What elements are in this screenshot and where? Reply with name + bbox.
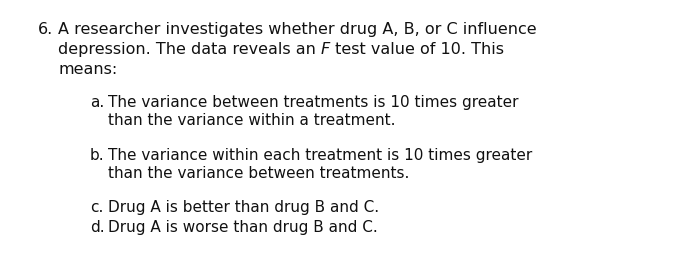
Text: depression. The data reveals an: depression. The data reveals an	[58, 42, 321, 57]
Text: The variance between treatments is 10 times greater: The variance between treatments is 10 ti…	[108, 95, 519, 110]
Text: The variance within each treatment is 10 times greater: The variance within each treatment is 10…	[108, 148, 532, 163]
Text: F: F	[321, 42, 330, 57]
Text: means:: means:	[58, 62, 118, 77]
Text: a.: a.	[90, 95, 104, 110]
Text: test value of 10. This: test value of 10. This	[330, 42, 504, 57]
Text: than the variance within a treatment.: than the variance within a treatment.	[108, 113, 395, 128]
Text: d.: d.	[90, 220, 104, 235]
Text: 6.: 6.	[38, 22, 53, 37]
Text: b.: b.	[90, 148, 104, 163]
Text: than the variance between treatments.: than the variance between treatments.	[108, 166, 409, 181]
Text: Drug A is worse than drug B and C.: Drug A is worse than drug B and C.	[108, 220, 378, 235]
Text: Drug A is better than drug B and C.: Drug A is better than drug B and C.	[108, 200, 379, 215]
Text: A researcher investigates whether drug A, B, or C influence: A researcher investigates whether drug A…	[58, 22, 537, 37]
Text: c.: c.	[90, 200, 104, 215]
